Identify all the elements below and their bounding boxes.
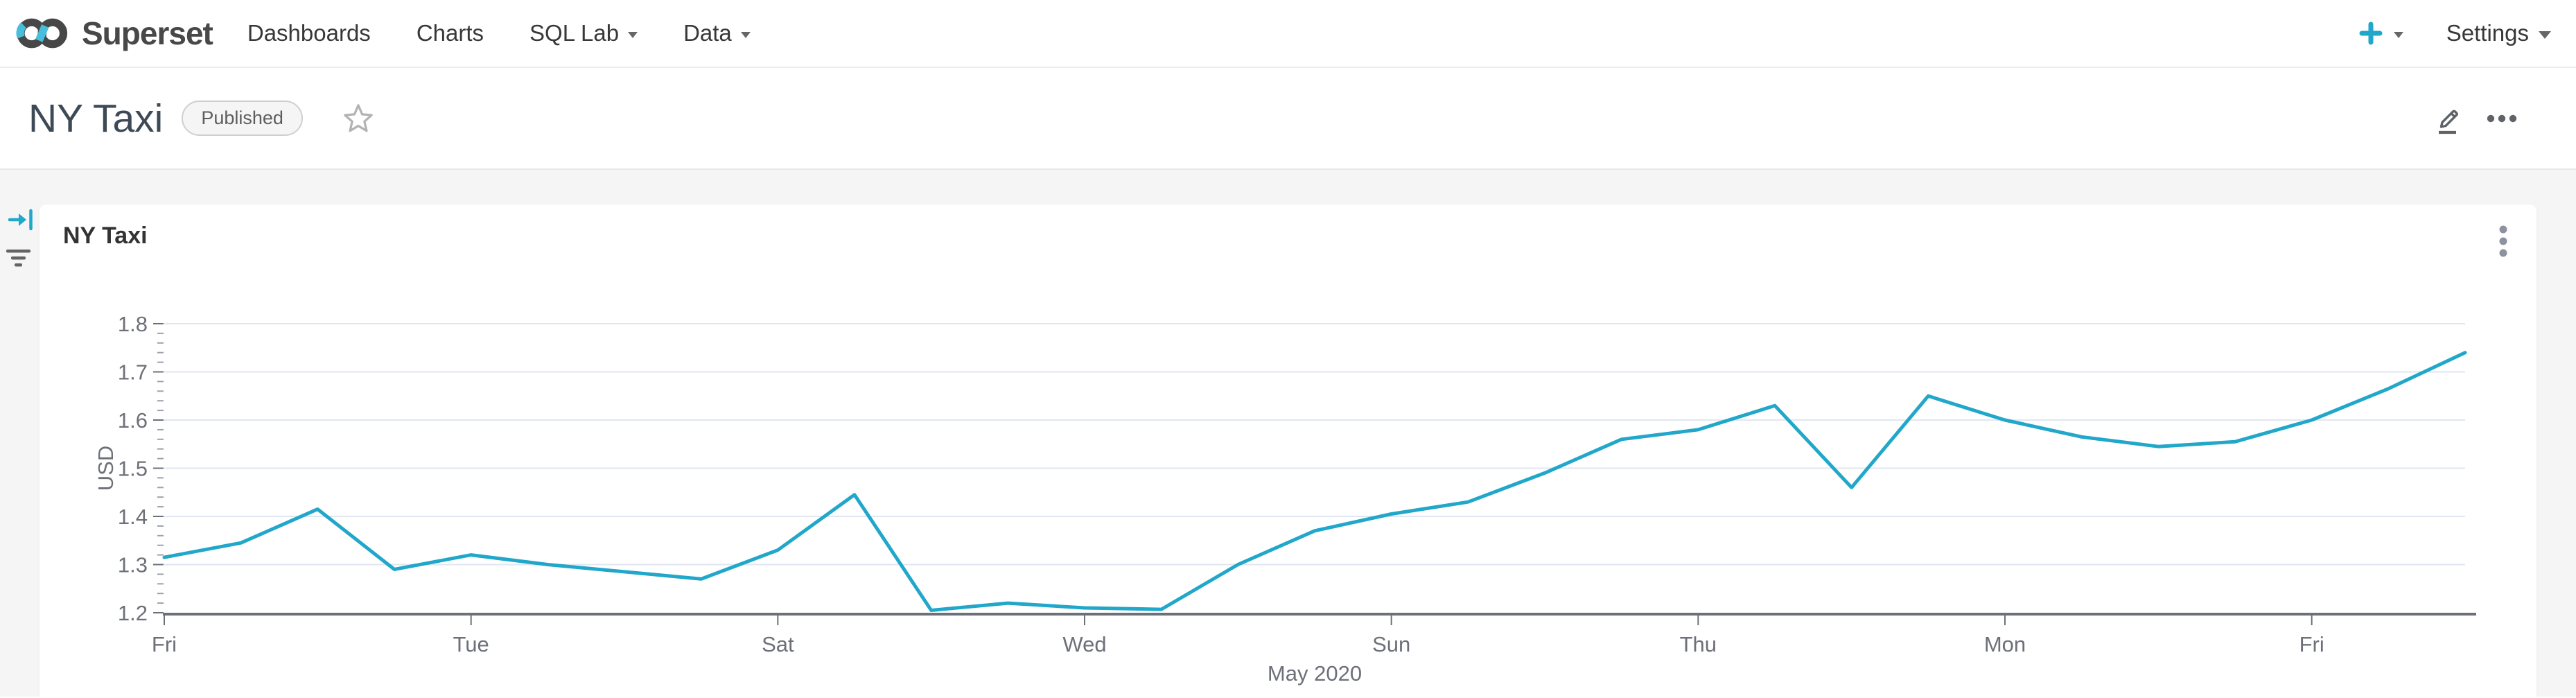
plus-icon bbox=[2358, 21, 2383, 46]
chart-card: NY Taxi 1.2 1.3 1.4 1.5 1.6 1.7 1.8 Fri Tue Sat We… bbox=[40, 204, 2536, 697]
svg-text:Wed: Wed bbox=[1062, 632, 1106, 656]
svg-text:1.7: 1.7 bbox=[118, 360, 148, 385]
favorite-star-icon[interactable] bbox=[342, 103, 374, 134]
nav-item-dashboards[interactable]: Dashboards bbox=[247, 20, 371, 46]
svg-text:1.8: 1.8 bbox=[118, 312, 148, 336]
caret-down-icon bbox=[2539, 31, 2551, 39]
nav-right: Settings bbox=[2358, 20, 2558, 46]
nav-items: Dashboards Charts SQL Lab Data bbox=[247, 20, 751, 46]
svg-text:Tue: Tue bbox=[453, 632, 489, 656]
svg-text:Fri: Fri bbox=[2299, 632, 2324, 656]
top-navbar: Superset Dashboards Charts SQL Lab Data bbox=[0, 0, 2576, 68]
svg-text:Thu: Thu bbox=[1680, 632, 1717, 656]
edit-pencil-icon[interactable] bbox=[2433, 102, 2466, 135]
svg-text:Sat: Sat bbox=[762, 632, 794, 656]
new-item-button[interactable] bbox=[2358, 21, 2403, 46]
nav-item-charts[interactable]: Charts bbox=[417, 20, 484, 46]
nav-item-label: SQL Lab bbox=[529, 20, 620, 46]
more-actions-ellipsis-icon[interactable] bbox=[2484, 102, 2520, 135]
svg-text:1.5: 1.5 bbox=[118, 457, 148, 481]
expand-filter-bar-icon[interactable] bbox=[7, 206, 35, 237]
nav-item-label: Dashboards bbox=[247, 20, 371, 46]
svg-text:1.4: 1.4 bbox=[118, 505, 148, 529]
superset-brand[interactable]: Superset bbox=[12, 15, 213, 52]
nav-item-label: Data bbox=[683, 20, 732, 46]
svg-text:1.2: 1.2 bbox=[118, 601, 148, 625]
settings-label: Settings bbox=[2446, 20, 2529, 46]
svg-text:Fri: Fri bbox=[152, 632, 177, 656]
svg-text:Mon: Mon bbox=[1984, 632, 2026, 656]
caret-down-icon bbox=[740, 32, 751, 38]
superset-logo-icon bbox=[12, 15, 75, 52]
dashboard-header: NY Taxi Published bbox=[0, 68, 2576, 170]
svg-text:USD: USD bbox=[94, 446, 118, 491]
settings-menu[interactable]: Settings bbox=[2446, 20, 2551, 46]
svg-text:1.3: 1.3 bbox=[118, 553, 148, 577]
svg-text:1.6: 1.6 bbox=[118, 408, 148, 433]
brand-name: Superset bbox=[82, 15, 213, 51]
nav-item-label: Charts bbox=[416, 20, 484, 46]
dashboard-title: NY Taxi bbox=[28, 96, 164, 141]
caret-down-icon bbox=[628, 32, 638, 38]
dashboard-content: NY Taxi 1.2 1.3 1.4 1.5 1.6 1.7 1.8 Fri Tue Sat We… bbox=[0, 170, 2576, 697]
dashboard-actions bbox=[2433, 102, 2548, 135]
line-chart: 1.2 1.3 1.4 1.5 1.6 1.7 1.8 Fri Tue Sat Wed Sun Thu M… bbox=[94, 312, 2476, 686]
filter-funnel-icon[interactable] bbox=[6, 248, 35, 272]
nav-item-sql-lab[interactable]: SQL Lab bbox=[529, 20, 638, 46]
svg-text:Sun: Sun bbox=[1372, 632, 1410, 656]
caret-down-icon bbox=[2393, 32, 2403, 38]
chart-options-kebab-icon[interactable] bbox=[2496, 223, 2510, 265]
svg-text:May 2020: May 2020 bbox=[1268, 661, 1362, 686]
nav-item-data[interactable]: Data bbox=[683, 20, 751, 46]
chart-title: NY Taxi bbox=[63, 223, 148, 249]
published-status-badge[interactable]: Published bbox=[182, 101, 303, 136]
